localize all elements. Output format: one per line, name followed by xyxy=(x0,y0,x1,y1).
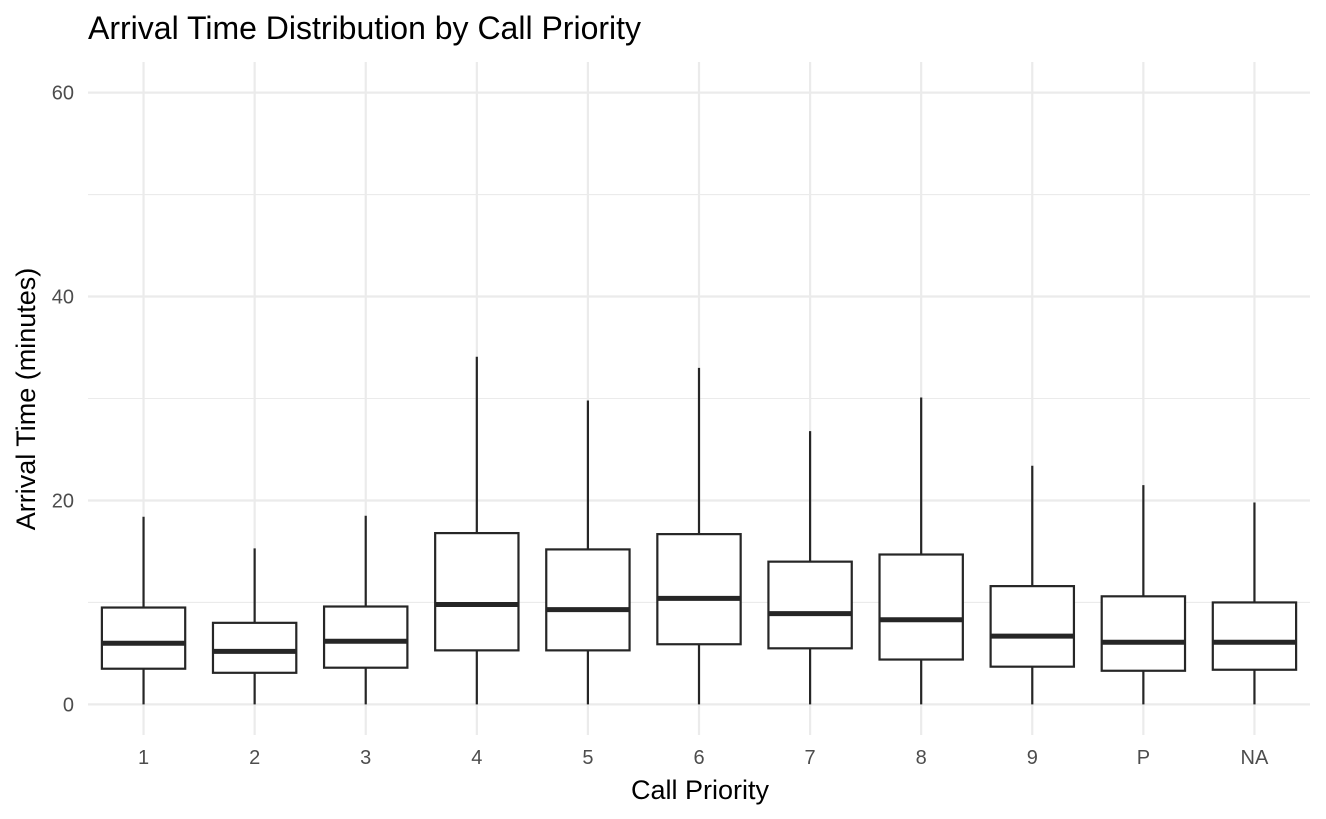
box-1 xyxy=(100,516,187,705)
box-P xyxy=(1100,485,1187,705)
box-8 xyxy=(878,397,964,705)
iqr-box xyxy=(434,531,520,652)
x-tick-label: 3 xyxy=(360,747,371,769)
iqr-box xyxy=(878,553,964,661)
iqr-box xyxy=(211,621,298,674)
x-tick-label: 4 xyxy=(471,747,482,769)
x-axis-title: Call Priority xyxy=(631,775,770,805)
chart-title: Arrival Time Distribution by Call Priori… xyxy=(88,10,641,46)
x-tick-label: 2 xyxy=(249,747,260,769)
iqr-box xyxy=(767,560,853,650)
iqr-box xyxy=(322,605,409,669)
x-tick-label: 9 xyxy=(1027,747,1038,769)
y-tick-label: 60 xyxy=(52,83,74,105)
iqr-box xyxy=(545,548,631,652)
box-NA xyxy=(1211,502,1298,705)
x-tick-label: 5 xyxy=(582,747,593,769)
y-tick-label: 0 xyxy=(63,694,74,716)
x-tick-label: 7 xyxy=(805,747,816,769)
iqr-box xyxy=(100,606,187,670)
iqr-box xyxy=(989,585,1076,668)
x-tick-label: 8 xyxy=(916,747,927,769)
iqr-box xyxy=(1211,601,1298,671)
box-6 xyxy=(656,367,742,705)
iqr-box xyxy=(656,533,742,646)
x-tick-label: 6 xyxy=(693,747,704,769)
x-tick-label: P xyxy=(1137,747,1150,769)
box-2 xyxy=(211,548,298,705)
y-axis-title: Arrival Time (minutes) xyxy=(11,268,41,531)
box-4 xyxy=(434,356,520,705)
x-tick-label: 1 xyxy=(138,747,149,769)
y-axis-ticks: 0 20 40 60 xyxy=(52,83,74,717)
y-tick-label: 40 xyxy=(52,287,74,309)
box-3 xyxy=(322,515,409,705)
box-7 xyxy=(767,431,853,705)
x-axis-ticks: 1 2 3 4 5 6 7 8 9 P NA xyxy=(138,747,1269,769)
y-tick-label: 20 xyxy=(52,490,74,512)
x-tick-label: NA xyxy=(1241,747,1269,769)
box-5 xyxy=(545,400,631,705)
box-9 xyxy=(989,465,1076,705)
iqr-box xyxy=(1100,595,1187,672)
boxes xyxy=(100,356,1298,705)
